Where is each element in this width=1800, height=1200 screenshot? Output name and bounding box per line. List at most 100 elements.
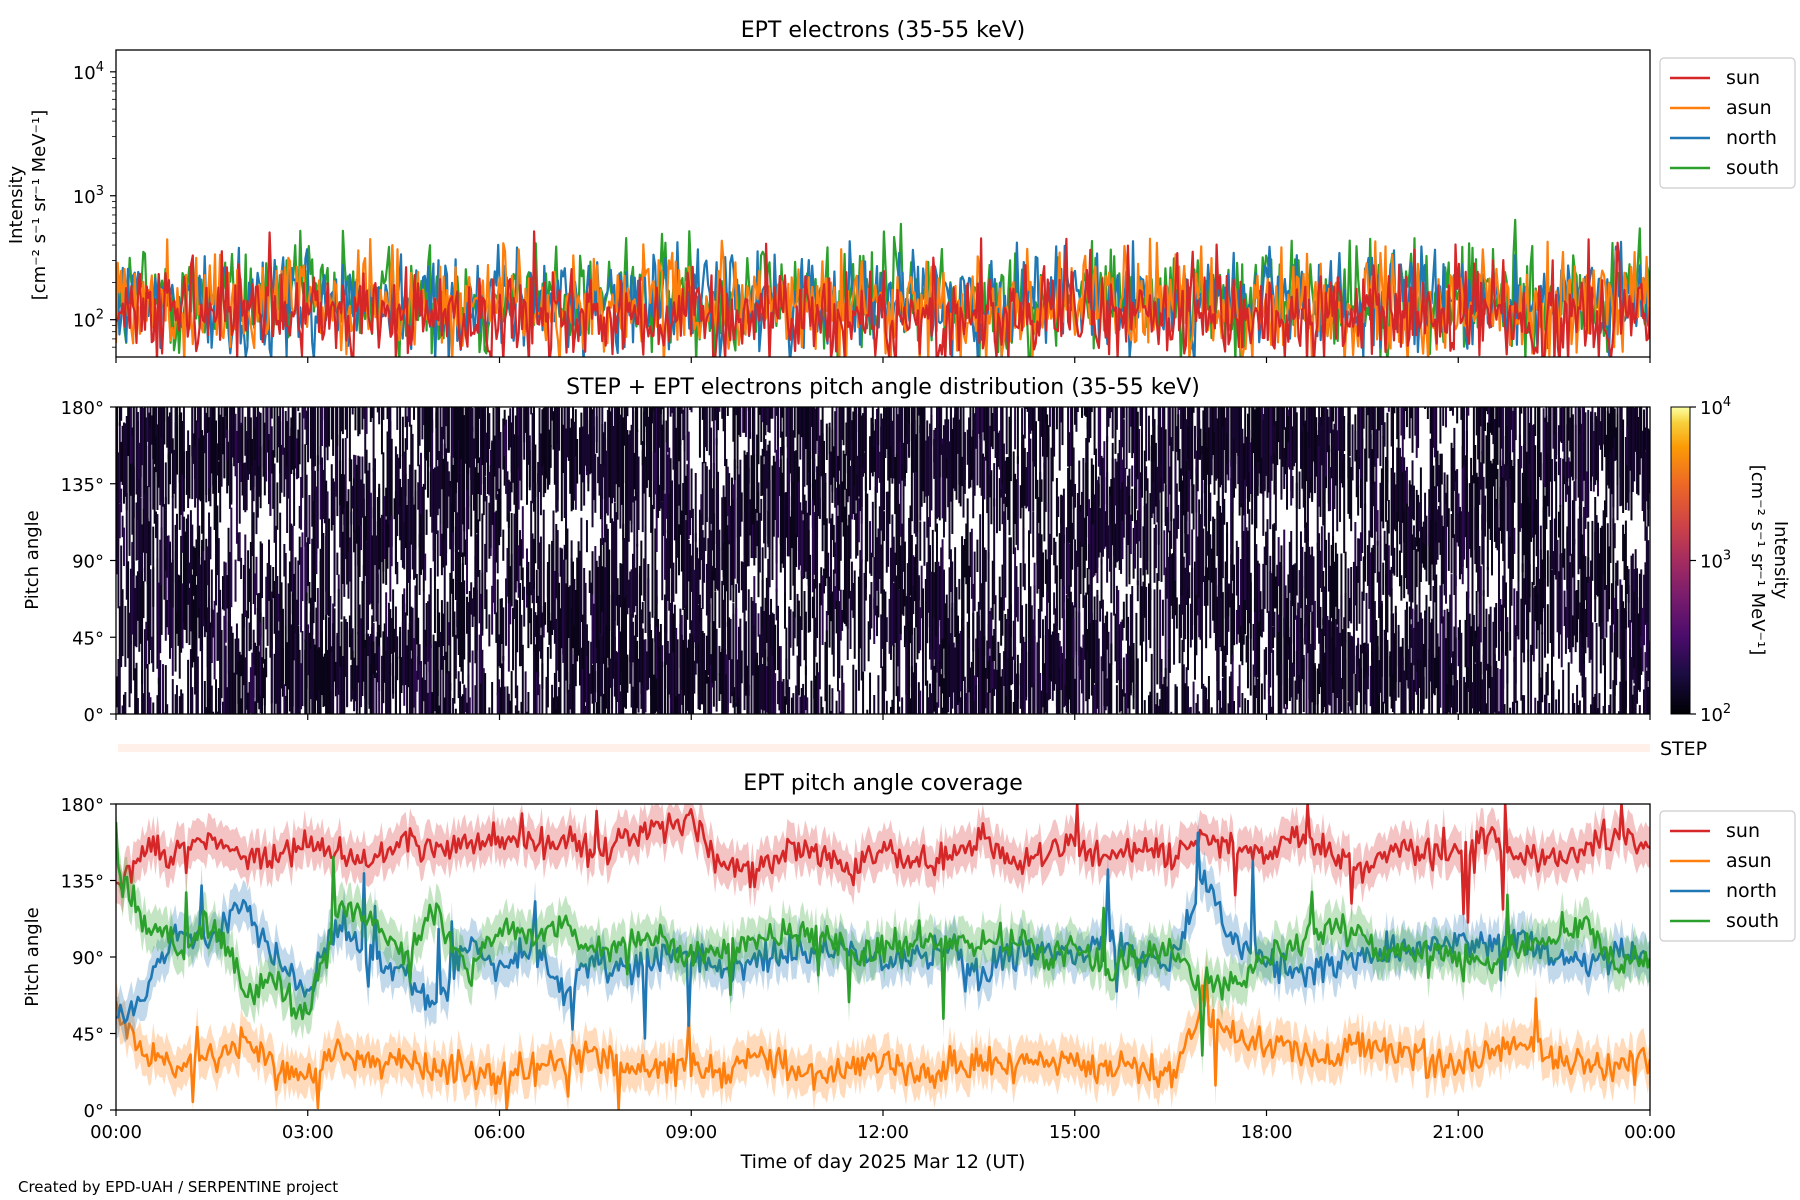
heatmap-cell (248, 568, 251, 602)
heatmap-cell (1246, 530, 1249, 614)
heatmap-cell (1159, 589, 1162, 689)
heatmap-cell (1032, 429, 1035, 512)
heatmap-cell (922, 407, 925, 492)
heatmap-cell (753, 576, 756, 664)
heatmap-cell (678, 407, 680, 462)
heatmap-cell (454, 708, 457, 714)
heatmap-cell (249, 417, 252, 491)
heatmap-cell (175, 685, 178, 714)
heatmap-cell (637, 659, 640, 713)
heatmap-cell (994, 407, 997, 458)
heatmap-cell (436, 588, 439, 697)
heatmap-cell (1532, 424, 1535, 538)
heatmap-cell (117, 515, 120, 609)
heatmap-cell (790, 450, 793, 545)
heatmap-cell (1517, 548, 1520, 640)
heatmap-cell (1115, 461, 1118, 563)
colorbar-tick-label: 102 (1700, 702, 1731, 726)
heatmap-cell (1256, 678, 1259, 714)
heatmap-cell (1425, 515, 1428, 582)
heatmap-cell (527, 692, 530, 714)
heatmap-cell (270, 407, 273, 419)
heatmap-cell (262, 407, 265, 477)
heatmap-cell (244, 534, 247, 617)
heatmap-cell (266, 562, 269, 646)
heatmap-cell (742, 562, 745, 613)
heatmap-cell (1380, 603, 1383, 677)
heatmap-cell (1306, 529, 1309, 636)
heatmap-cell (1235, 540, 1238, 596)
heatmap-cell (234, 413, 237, 477)
heatmap-cell (1445, 638, 1447, 673)
heatmap-cell (195, 584, 198, 656)
heatmap-cell (1357, 485, 1360, 516)
heatmap-cell (1475, 638, 1478, 714)
heatmap-cell (131, 436, 134, 463)
heatmap-cell (369, 407, 372, 422)
series-band-asun (116, 953, 1650, 1110)
heatmap-cell (180, 412, 183, 514)
heatmap-cell (1251, 437, 1254, 525)
heatmap-cell (1597, 419, 1599, 482)
heatmap-cell (1489, 665, 1492, 714)
heatmap-cell (1348, 457, 1351, 519)
heatmap-cell (340, 407, 343, 432)
heatmap-cell (1075, 550, 1078, 655)
heatmap-cell (129, 640, 132, 694)
heatmap-cell (493, 512, 496, 615)
heatmap-cell (1238, 407, 1241, 516)
legend-label-south: south (1726, 910, 1779, 932)
heatmap-cell (286, 421, 289, 467)
heatmap-cell (1340, 677, 1343, 712)
heatmap-cell (737, 626, 740, 699)
heatmap-cell (1207, 676, 1210, 714)
heatmap-cell (512, 407, 515, 483)
heatmap-cell (1559, 457, 1562, 507)
heatmap-cell (304, 407, 307, 430)
heatmap-cell (266, 407, 269, 453)
heatmap-cell (842, 682, 845, 714)
heatmap-cell (471, 598, 474, 627)
heatmap-cell (1286, 598, 1289, 706)
heatmap-cell (792, 481, 795, 586)
heatmap-cell (475, 419, 478, 534)
heatmap-cell (862, 413, 865, 468)
heatmap-cell (357, 455, 360, 566)
heatmap-cell (813, 639, 816, 714)
heatmap-cell (757, 665, 760, 714)
heatmap-cell (1039, 673, 1042, 714)
heatmap-cell (908, 423, 911, 458)
heatmap-cell (520, 614, 523, 666)
pad-heatmap-cells (116, 407, 1650, 714)
heatmap-cell (1182, 440, 1185, 497)
heatmap-cell (196, 526, 199, 618)
heatmap-cell (1195, 485, 1198, 595)
heatmap-cell (1182, 407, 1185, 442)
heatmap-cell (1207, 508, 1210, 581)
heatmap-cell (291, 407, 294, 470)
heatmap-cell (891, 699, 894, 714)
heatmap-cell (286, 642, 289, 714)
heatmap-cell (686, 647, 689, 711)
heatmap-cell (905, 596, 908, 650)
heatmap-cell (202, 504, 205, 627)
heatmap-cell (321, 407, 323, 446)
heatmap-cell (986, 640, 989, 679)
heatmap-cell (665, 538, 668, 634)
intensity-x-ticks (115, 357, 1651, 363)
heatmap-cell (479, 456, 482, 495)
heatmap-cell (633, 452, 636, 490)
heatmap-cell (666, 641, 669, 689)
heatmap-cell (616, 578, 619, 626)
heatmap-cell (809, 554, 812, 632)
heatmap-cell (1393, 677, 1396, 714)
heatmap-cell (1021, 408, 1024, 478)
heatmap-cell (664, 626, 667, 714)
heatmap-cell (581, 426, 584, 483)
heatmap-cell (1610, 410, 1613, 495)
heatmap-cell (461, 552, 464, 582)
heatmap-cell (1479, 462, 1482, 490)
heatmap-cell (986, 407, 989, 454)
heatmap-cell (308, 495, 311, 544)
